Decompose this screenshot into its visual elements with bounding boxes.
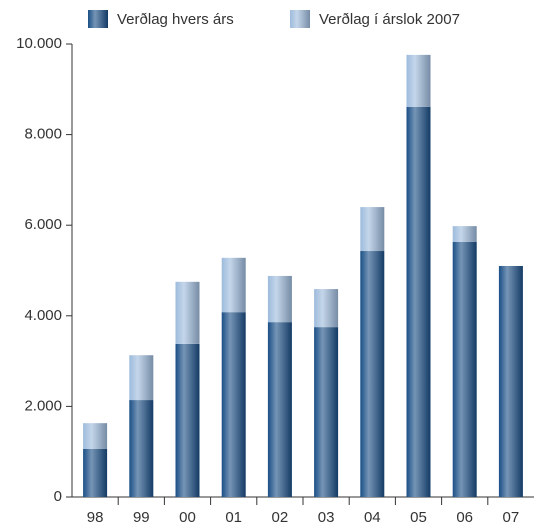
x-tick-label: 07 bbox=[503, 509, 520, 524]
bar bbox=[267, 275, 292, 323]
y-tick-label: 2.000 bbox=[24, 397, 62, 414]
legend-label: Verðlag hvers árs bbox=[117, 11, 234, 28]
x-tick-label: 00 bbox=[179, 509, 196, 524]
bar bbox=[360, 207, 385, 252]
x-tick-label: 05 bbox=[410, 509, 427, 524]
x-tick-label: 01 bbox=[225, 509, 242, 524]
x-tick-label: 02 bbox=[272, 509, 289, 524]
bar bbox=[83, 423, 108, 449]
bar bbox=[314, 327, 339, 497]
y-tick-label: 4.000 bbox=[24, 307, 62, 324]
x-tick-label: 04 bbox=[364, 509, 381, 524]
bar bbox=[406, 106, 431, 497]
y-tick-label: 8.000 bbox=[24, 126, 62, 143]
legend-swatch bbox=[290, 10, 310, 28]
bar bbox=[129, 400, 154, 497]
x-tick-label: 06 bbox=[456, 509, 473, 524]
bar bbox=[221, 257, 246, 313]
bar bbox=[175, 343, 200, 497]
bar bbox=[83, 448, 108, 497]
y-tick-label: 10.000 bbox=[16, 35, 62, 52]
y-tick-label: 6.000 bbox=[24, 216, 62, 233]
bar bbox=[314, 289, 339, 328]
bar bbox=[221, 312, 246, 497]
bar bbox=[267, 322, 292, 497]
y-tick-label: 0 bbox=[54, 488, 62, 505]
bar bbox=[498, 265, 523, 497]
bar bbox=[406, 54, 431, 107]
bar bbox=[452, 226, 477, 242]
bar bbox=[175, 281, 200, 344]
x-tick-label: 99 bbox=[133, 509, 150, 524]
legend-label: Verðlag í árslok 2007 bbox=[319, 11, 460, 28]
bar bbox=[452, 241, 477, 497]
x-tick-label: 03 bbox=[318, 509, 335, 524]
bar bbox=[360, 251, 385, 497]
legend-swatch bbox=[88, 10, 108, 28]
bar bbox=[129, 355, 154, 401]
x-tick-label: 98 bbox=[87, 509, 104, 524]
